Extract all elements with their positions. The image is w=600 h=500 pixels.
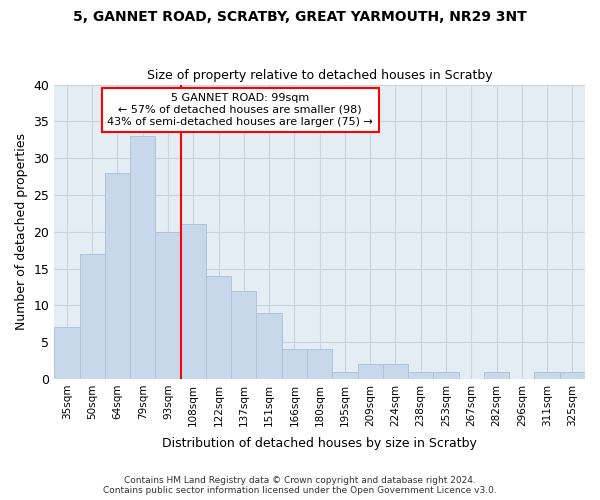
Y-axis label: Number of detached properties: Number of detached properties: [15, 133, 28, 330]
Bar: [130, 136, 155, 379]
Bar: [155, 232, 181, 379]
Bar: [80, 254, 105, 379]
Bar: [206, 276, 231, 379]
Bar: [307, 350, 332, 379]
Bar: [282, 350, 307, 379]
X-axis label: Distribution of detached houses by size in Scratby: Distribution of detached houses by size …: [162, 437, 477, 450]
Bar: [231, 290, 256, 379]
Bar: [256, 312, 282, 379]
Bar: [560, 372, 585, 379]
Title: Size of property relative to detached houses in Scratby: Size of property relative to detached ho…: [147, 69, 493, 82]
Bar: [105, 173, 130, 379]
Bar: [433, 372, 458, 379]
Bar: [535, 372, 560, 379]
Bar: [383, 364, 408, 379]
Text: Contains HM Land Registry data © Crown copyright and database right 2024.
Contai: Contains HM Land Registry data © Crown c…: [103, 476, 497, 495]
Bar: [358, 364, 383, 379]
Bar: [332, 372, 358, 379]
Bar: [181, 224, 206, 379]
Text: 5 GANNET ROAD: 99sqm
← 57% of detached houses are smaller (98)
43% of semi-detac: 5 GANNET ROAD: 99sqm ← 57% of detached h…: [107, 94, 373, 126]
Text: 5, GANNET ROAD, SCRATBY, GREAT YARMOUTH, NR29 3NT: 5, GANNET ROAD, SCRATBY, GREAT YARMOUTH,…: [73, 10, 527, 24]
Bar: [484, 372, 509, 379]
Bar: [54, 328, 80, 379]
Bar: [408, 372, 433, 379]
